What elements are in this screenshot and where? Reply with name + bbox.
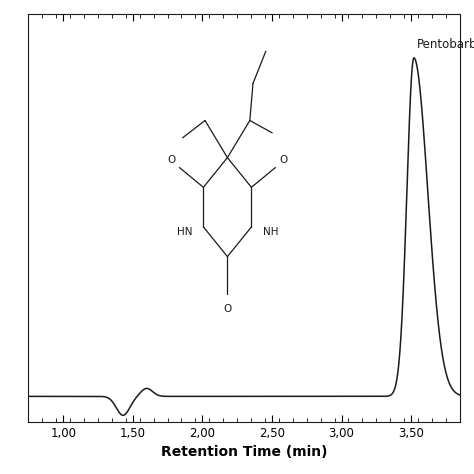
Text: O: O: [279, 155, 288, 165]
X-axis label: Retention Time (min): Retention Time (min): [161, 445, 328, 459]
Text: NH: NH: [263, 227, 278, 237]
Text: O: O: [167, 155, 175, 165]
Text: HN: HN: [177, 227, 192, 237]
Text: O: O: [223, 303, 231, 314]
Text: Pentobarb: Pentobarb: [417, 37, 474, 51]
